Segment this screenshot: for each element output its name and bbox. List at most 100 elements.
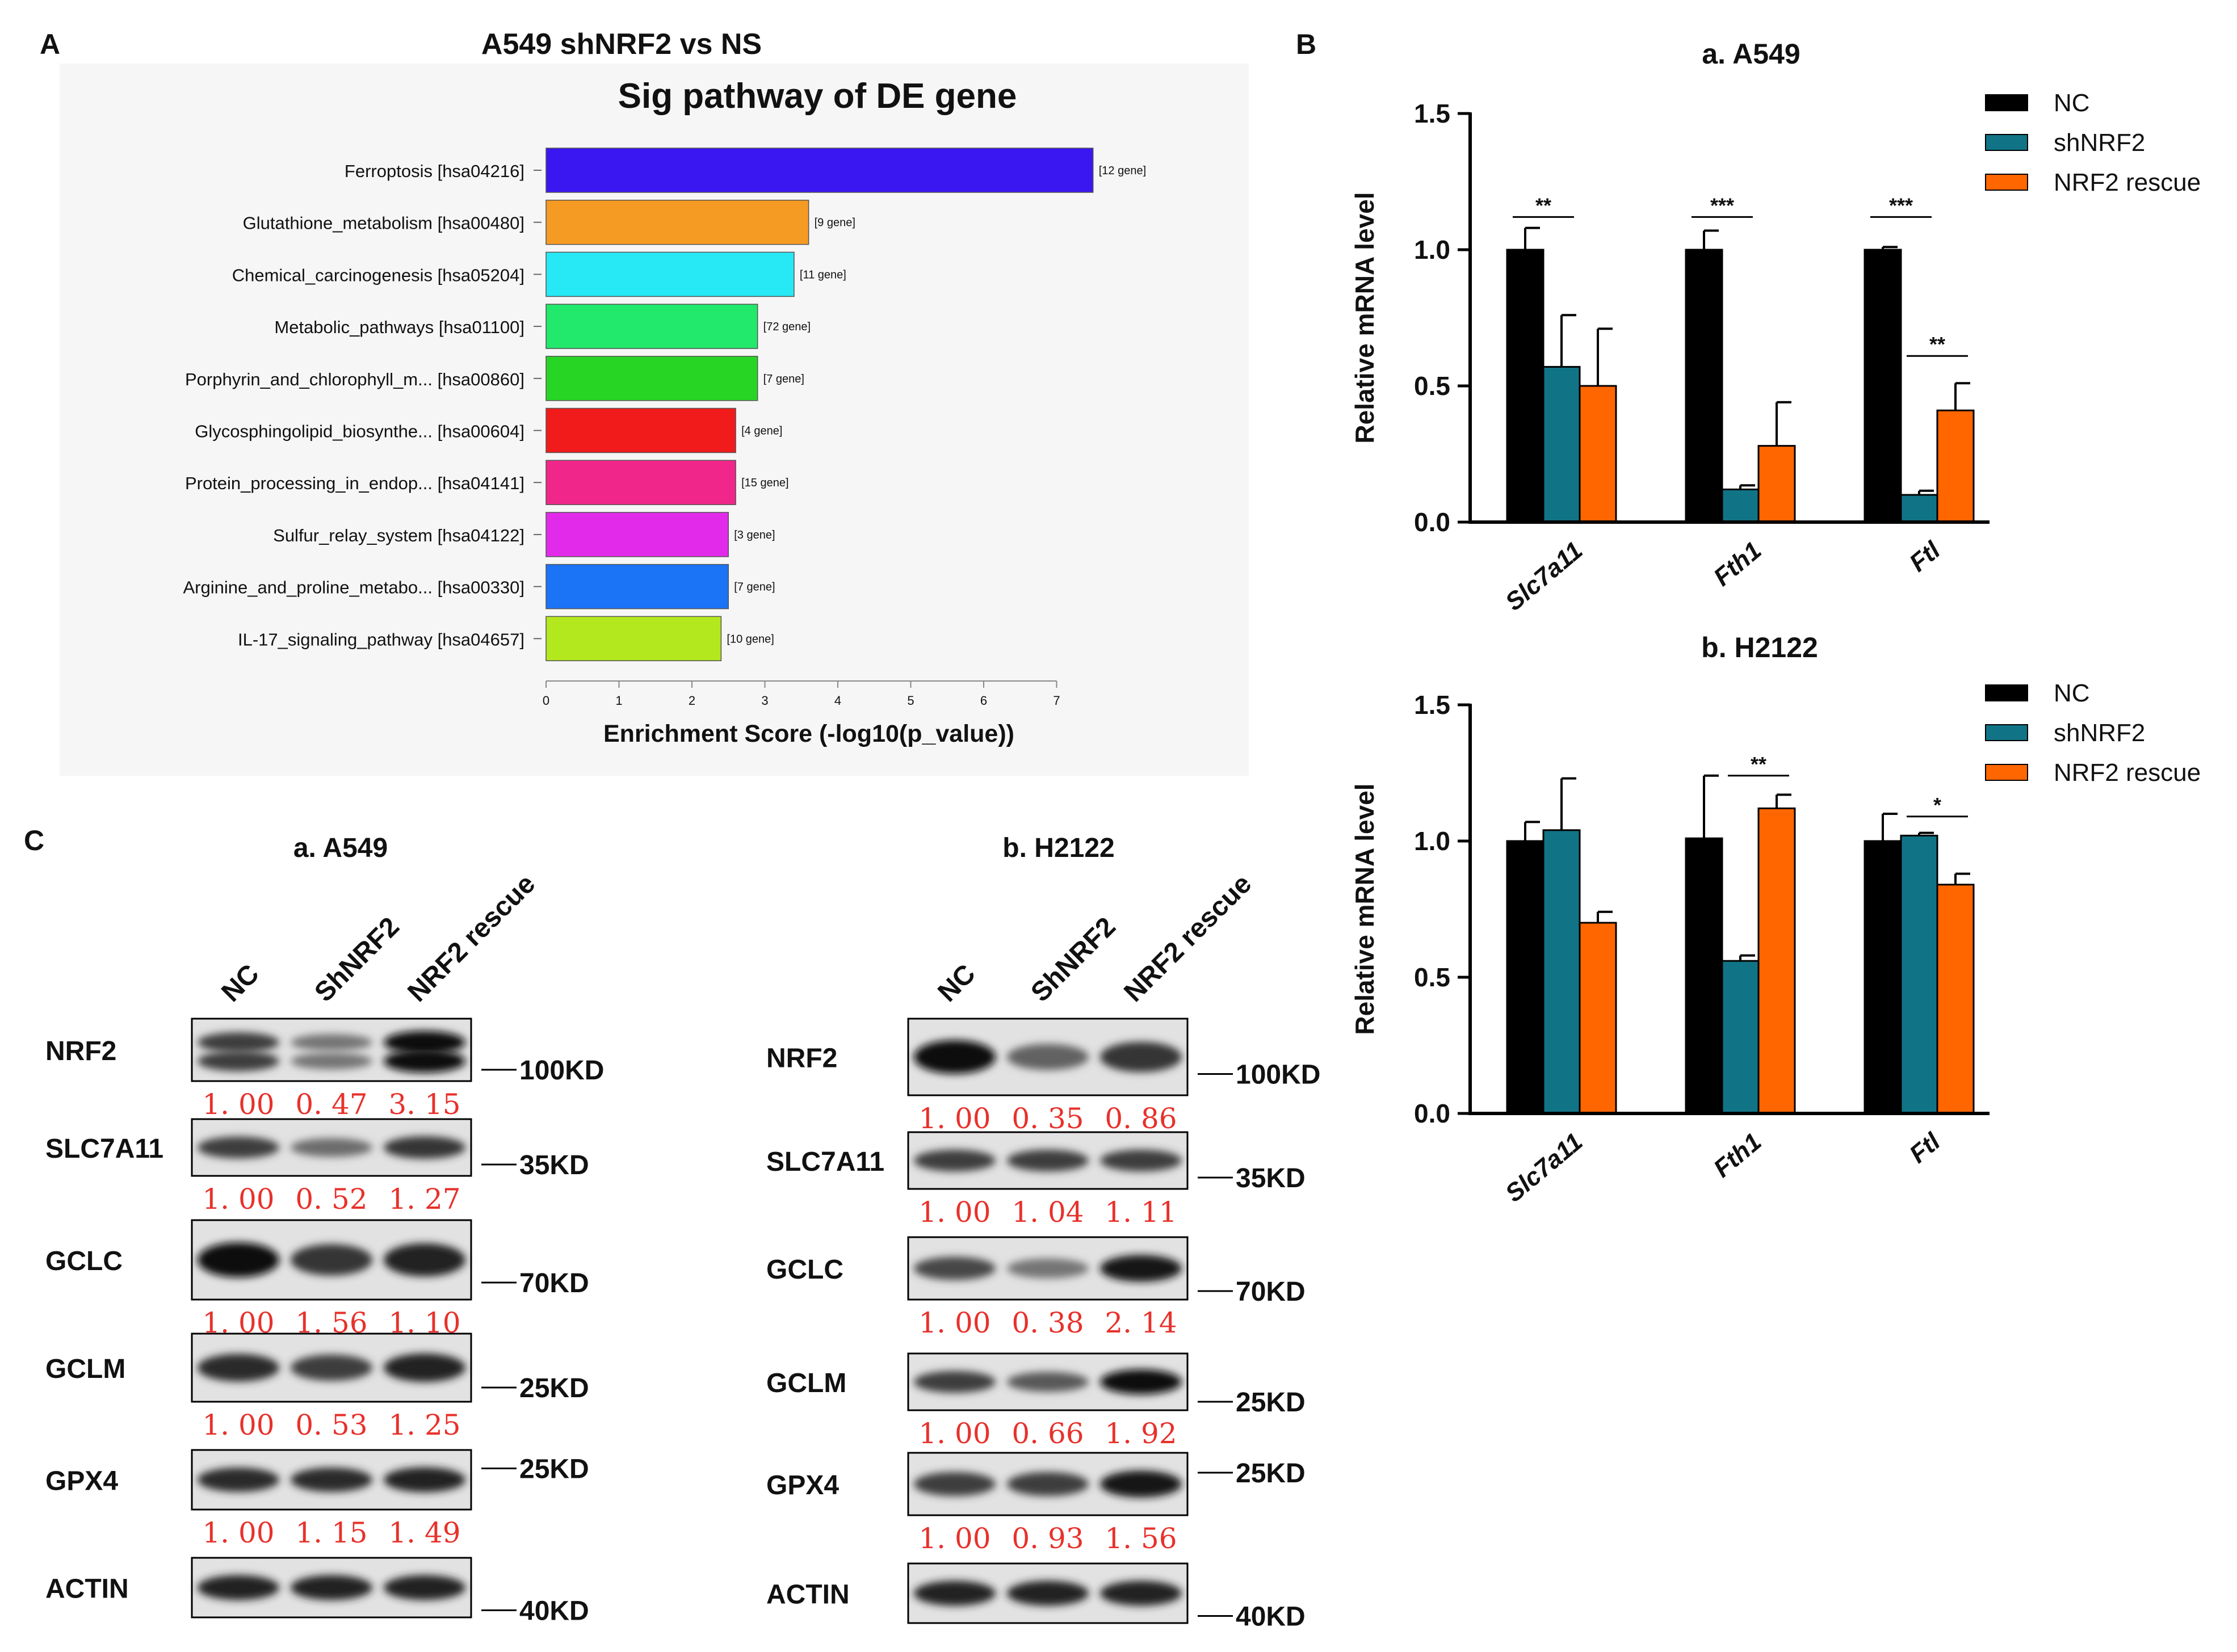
qpcr-y-axis-label: Relative mRNA level: [1350, 192, 1379, 443]
qpcr-bar: [1757, 807, 1796, 1115]
western-band: [290, 1053, 373, 1070]
western-protein-label: GPX4: [45, 1466, 118, 1497]
qpcr-chart-a549: a. A549 Relative mRNA level Slc7a11 Fth1 Ftl…: [1350, 38, 2201, 616]
western-band: [913, 1149, 996, 1172]
enrichment-gene-count-label: [11 gene]: [800, 268, 846, 281]
western-band: [1006, 1149, 1089, 1172]
enrichment-x-tick-label: 0: [543, 693, 549, 708]
enrichment-x-tick-label: 4: [834, 693, 841, 708]
qpcr-legend-label: NC: [2054, 679, 2090, 707]
qpcr-legend-swatch: [1985, 134, 2028, 151]
panel-letter-c: C: [24, 825, 44, 856]
enrichment-category-label: IL-17_signaling_pathway [hsa04657]: [238, 629, 524, 649]
enrichment-gene-count-label: [3 gene]: [734, 529, 775, 541]
western-ratio: 1. 00: [202, 1088, 274, 1121]
qpcr-y-tick-label: 0.5: [1414, 962, 1450, 992]
western-band: [197, 1242, 280, 1277]
enrichment-x-tick-label: 2: [689, 693, 695, 708]
enrichment-x-tick-label: 6: [980, 693, 987, 708]
western-band: [913, 1580, 996, 1606]
panel-letter-a: A: [40, 28, 60, 60]
western-ratio: 0. 35: [1012, 1102, 1084, 1135]
qpcr-bar: [1721, 960, 1760, 1115]
panel-a-suptitle: A549 shNRF2 vs NS: [481, 28, 762, 61]
enrichment-category-labels: Ferroptosis [hsa04216] Glutathione_metabo…: [183, 161, 542, 649]
enrichment-bar: [545, 564, 729, 609]
qpcr-bar: [1900, 494, 1938, 523]
panel-b: B a. A549 Relative mRNA level Slc7a11 Fth1 F…: [1296, 28, 2201, 1208]
western-band: [383, 1243, 466, 1277]
western-protein-label: GCLC: [766, 1255, 843, 1285]
qpcr-bar: [1900, 834, 1938, 1115]
enrichment-x-tick-label: 3: [761, 693, 768, 708]
qpcr-legend-label: NRF2 rescue: [2054, 759, 2201, 787]
western-band: [290, 1034, 373, 1051]
western-ratio: 1. 15: [295, 1516, 367, 1549]
western-title: b. H2122: [1002, 833, 1114, 863]
qpcr-bar: [1936, 884, 1975, 1115]
enrichment-gene-count-label: [7 gene]: [763, 373, 804, 385]
western-protein-label: GPX4: [766, 1470, 839, 1500]
qpcr-bar: [1757, 445, 1796, 523]
qpcr-y-axis-label: Relative mRNA level: [1350, 783, 1379, 1035]
enrichment-category-label: Ferroptosis [hsa04216]: [345, 161, 524, 181]
western-band: [197, 1051, 280, 1071]
enrichment-gene-count-label: [10 gene]: [727, 633, 774, 645]
qpcr-y-tick-label: 1.5: [1414, 690, 1450, 720]
enrichment-category-label: Sulfur_relay_system [hsa04122]: [273, 526, 524, 545]
qpcr-significance-label: ***: [1710, 194, 1734, 217]
western-ratio: 0. 86: [1105, 1102, 1177, 1135]
western-size-label: 25KD: [1236, 1388, 1306, 1418]
western-band: [383, 1049, 466, 1073]
western-protein-label: SLC7A11: [766, 1147, 884, 1177]
western-ratio: 3. 15: [388, 1088, 460, 1121]
western-size-label: 100KD: [1236, 1060, 1320, 1090]
western-ratio: 1. 00: [918, 1196, 991, 1229]
western-ratio: 1. 00: [918, 1306, 991, 1339]
enrichment-category-label: Porphyrin_and_chlorophyll_m... [hsa00860…: [185, 369, 524, 389]
western-ratio: 0. 66: [1012, 1417, 1084, 1450]
qpcr-bar: [1542, 829, 1581, 1115]
qpcr-y-tick-label: 0.0: [1414, 507, 1450, 537]
enrichment-x-axis-label: Enrichment Score (-log10(p_value)): [603, 720, 1014, 747]
western-size-label: 35KD: [1236, 1163, 1306, 1193]
western-band: [1006, 1044, 1089, 1070]
western-ratio: 1. 00: [918, 1417, 991, 1450]
enrichment-bar: [545, 148, 1094, 193]
qpcr-bar: [1579, 385, 1617, 523]
western-ratio: 1. 00: [918, 1522, 991, 1555]
qpcr-bar: [1685, 249, 1723, 523]
enrichment-bar: [545, 251, 795, 297]
western-band: [1099, 1470, 1182, 1498]
enrichment-gene-count-label: [7 gene]: [734, 581, 775, 594]
western-protein-label: GCLM: [766, 1368, 846, 1398]
enrichment-gene-count-label: [12 gene]: [1099, 165, 1146, 177]
qpcr-legend-swatch: [1985, 174, 2028, 191]
qpcr-x-tick-label: Slc7a11: [1500, 536, 1588, 616]
western-lane-label: ShNRF2: [1025, 911, 1121, 1007]
western-size-label: 25KD: [519, 1373, 589, 1403]
western-ratio: 1. 27: [388, 1183, 460, 1216]
western-band: [1006, 1580, 1089, 1606]
qpcr-y-tick-label: 1.5: [1414, 99, 1450, 128]
western-lane-label: NC: [216, 959, 265, 1007]
qpcr-significance-label: **: [1535, 194, 1551, 217]
enrichment-category-label: Metabolic_pathways [hsa01100]: [274, 317, 524, 337]
western-band: [913, 1256, 996, 1280]
qpcr-y-tick-label: 1.0: [1414, 235, 1450, 264]
western-ratio: 1. 56: [1105, 1522, 1177, 1555]
enrichment-chart-title: Sig pathway of DE gene: [618, 77, 1017, 116]
enrichment-bar: [545, 512, 729, 557]
western-size-label: 35KD: [519, 1150, 589, 1180]
qpcr-bar: [1685, 837, 1723, 1115]
western-ratio: 1. 00: [202, 1516, 274, 1549]
western-protein-label: ACTIN: [45, 1574, 129, 1604]
qpcr-legend-swatch: [1985, 764, 2028, 781]
qpcr-chart-title: a. A549: [1702, 38, 1800, 70]
qpcr-significance-label: *: [1933, 793, 1941, 817]
enrichment-gene-labels: [12 gene] [9 gene] [11 gene] [72 gene] [7 ge…: [727, 165, 1146, 645]
western-band: [197, 1136, 280, 1159]
enrichment-x-tick-label: 1: [615, 693, 622, 708]
